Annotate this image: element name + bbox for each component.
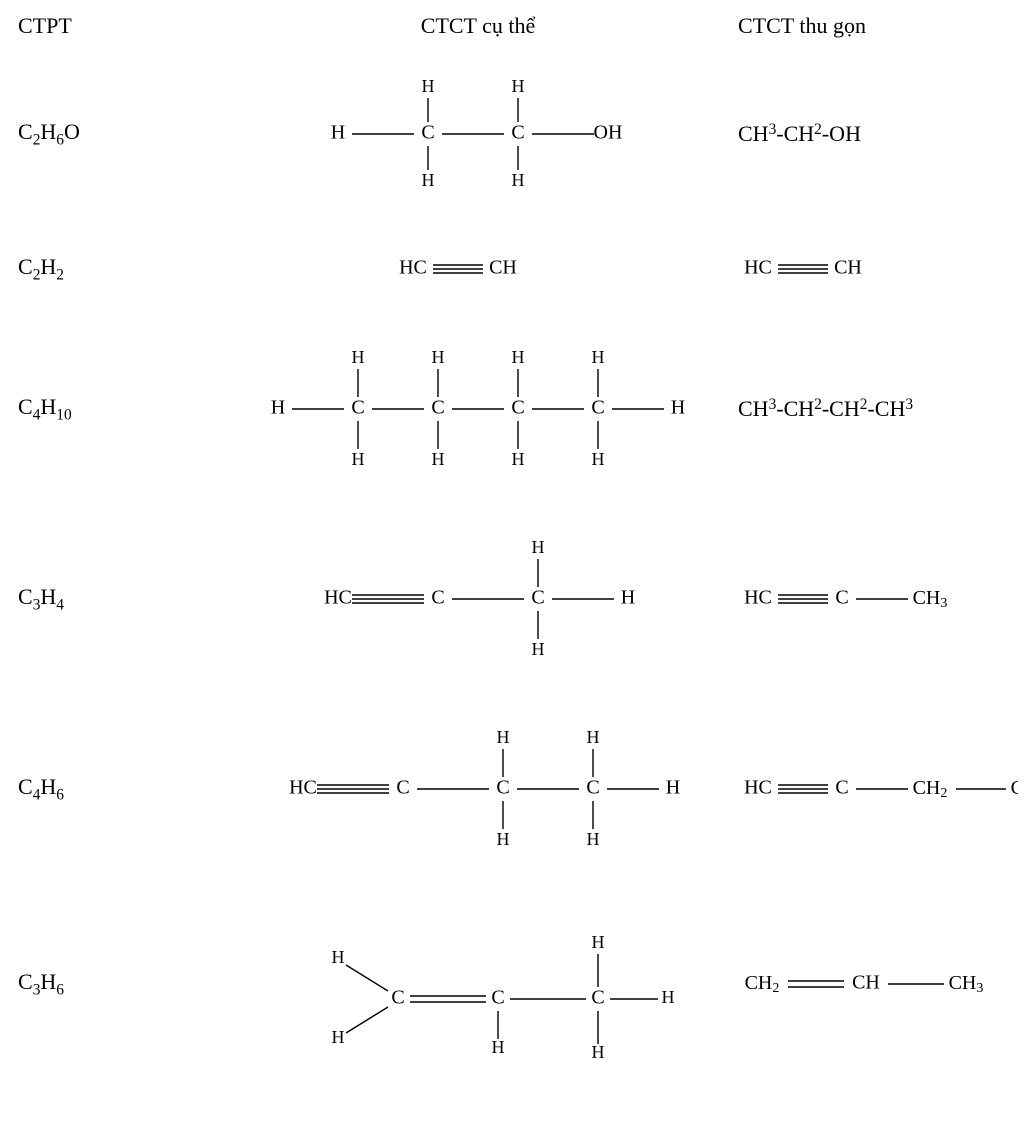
row-c2h6o: C2H6OHCHHCHHOHCH3-CH2-OH — [18, 44, 1006, 224]
header-condensed: CTCT thu gọn — [718, 13, 1018, 39]
svg-text:HC: HC — [324, 587, 352, 609]
svg-text:H: H — [497, 829, 510, 849]
ctpt-c2h2: C2H2 — [18, 254, 238, 284]
row-c4h10: C4H10HCHHCHHCHHCHHHCH3-CH2-CH2-CH3 — [18, 314, 1006, 504]
ctpt-c3h4: C3H4 — [18, 584, 238, 614]
svg-text:C: C — [351, 397, 364, 419]
header-ctpt: CTPT — [18, 13, 238, 39]
svg-text:CH3: CH3 — [913, 587, 948, 612]
svg-text:C: C — [421, 122, 434, 144]
condensed-c4h10: CH3-CH2-CH2-CH3 — [718, 396, 1018, 422]
ctpt-c4h10: C4H10 — [18, 394, 238, 424]
svg-text:C: C — [835, 587, 848, 609]
rows-container: C2H6OHCHHCHHOHCH3-CH2-OHC2H2HCCHHCCHC4H1… — [18, 44, 1006, 1084]
svg-text:H: H — [352, 449, 365, 469]
svg-text:C: C — [511, 397, 524, 419]
svg-text:H: H — [587, 829, 600, 849]
svg-text:H: H — [432, 347, 445, 367]
condensed-c2h6o: CH3-CH2-OH — [718, 121, 1018, 147]
svg-text:C: C — [835, 777, 848, 799]
full-structure-c3h4: HC C C H H H — [238, 514, 718, 684]
svg-text:H: H — [592, 449, 605, 469]
svg-text:H: H — [512, 347, 525, 367]
svg-text:H: H — [497, 727, 510, 747]
svg-text:OH: OH — [594, 122, 623, 144]
svg-text:H: H — [666, 777, 680, 799]
row-c3h6: C3H6CCCHHHHHHCH2CHCH3 — [18, 884, 1006, 1084]
svg-text:H: H — [332, 1027, 345, 1047]
svg-text:H: H — [512, 170, 525, 190]
svg-text:H: H — [662, 987, 675, 1007]
svg-text:C: C — [591, 397, 604, 419]
header-row: CTPT CTCT cụ thể CTCT thu gọn — [18, 8, 1006, 44]
svg-text:H: H — [532, 639, 545, 659]
svg-text:C: C — [511, 122, 524, 144]
svg-text:HC: HC — [744, 587, 772, 609]
svg-text:C: C — [391, 987, 404, 1009]
svg-text:H: H — [422, 76, 435, 96]
svg-text:H: H — [422, 170, 435, 190]
header-full: CTCT cụ thể — [238, 13, 718, 39]
svg-text:H: H — [592, 347, 605, 367]
svg-text:H: H — [331, 122, 345, 144]
svg-text:C: C — [591, 987, 604, 1009]
svg-text:H: H — [332, 947, 345, 967]
svg-text:CH3: CH3 — [1011, 777, 1018, 802]
svg-text:H: H — [621, 587, 635, 609]
svg-text:C: C — [491, 987, 504, 1009]
full-structure-c3h6: C C C H H H H H H — [238, 889, 718, 1079]
condensed-c3h4: HC C CH3 — [718, 584, 1018, 614]
svg-text:HC: HC — [744, 257, 772, 279]
condensed-c2h2: HC CH — [718, 254, 1018, 284]
svg-text:H: H — [492, 1037, 505, 1057]
svg-text:C: C — [496, 777, 509, 799]
svg-text:CH: CH — [834, 257, 862, 279]
svg-text:H: H — [592, 1042, 605, 1062]
svg-text:H: H — [271, 397, 285, 419]
svg-text:CH2: CH2 — [913, 777, 948, 802]
svg-text:CH2: CH2 — [745, 972, 780, 997]
svg-text:HC: HC — [399, 257, 427, 279]
svg-text:C: C — [396, 777, 409, 799]
row-c4h6: C4H6HCCCHHCHHHHCCCH2CH3 — [18, 694, 1006, 884]
condensed-c4h6: HC C CH2 CH3 — [718, 774, 1018, 804]
svg-text:C: C — [586, 777, 599, 799]
svg-text:C: C — [531, 587, 544, 609]
row-c3h4: C3H4 HC C C H H H HC C CH3 — [18, 504, 1006, 694]
svg-text:HC: HC — [744, 777, 772, 799]
ctpt-c4h6: C4H6 — [18, 774, 238, 804]
svg-text:CH: CH — [852, 972, 880, 994]
svg-text:H: H — [592, 932, 605, 952]
ctpt-c3h6: C3H6 — [18, 969, 238, 999]
full-structure-c4h6: HCCCHHCHHH — [238, 704, 718, 874]
svg-text:H: H — [512, 449, 525, 469]
svg-text:H: H — [532, 537, 545, 557]
svg-text:H: H — [512, 76, 525, 96]
svg-text:HC: HC — [289, 777, 317, 799]
ctpt-c2h6o: C2H6O — [18, 119, 238, 149]
svg-text:CH: CH — [489, 257, 517, 279]
full-structure-c2h2: HC CH — [238, 254, 718, 284]
svg-text:C: C — [431, 587, 444, 609]
condensed-c3h6: CH2 CH CH3 — [718, 969, 1018, 999]
svg-text:CH3: CH3 — [949, 972, 984, 997]
svg-text:C: C — [431, 397, 444, 419]
full-structure-c4h10: H C H H C H H C H H C H H H — [238, 324, 718, 494]
svg-text:H: H — [671, 397, 685, 419]
chemistry-table: CTPT CTCT cụ thể CTCT thu gọn C2H6OHCHHC… — [0, 0, 1024, 1100]
full-structure-c2h6o: H C H H C H H OH — [238, 54, 718, 214]
svg-text:H: H — [432, 449, 445, 469]
row-c2h2: C2H2 HC CH HC CH — [18, 224, 1006, 314]
svg-text:H: H — [587, 727, 600, 747]
svg-text:H: H — [352, 347, 365, 367]
